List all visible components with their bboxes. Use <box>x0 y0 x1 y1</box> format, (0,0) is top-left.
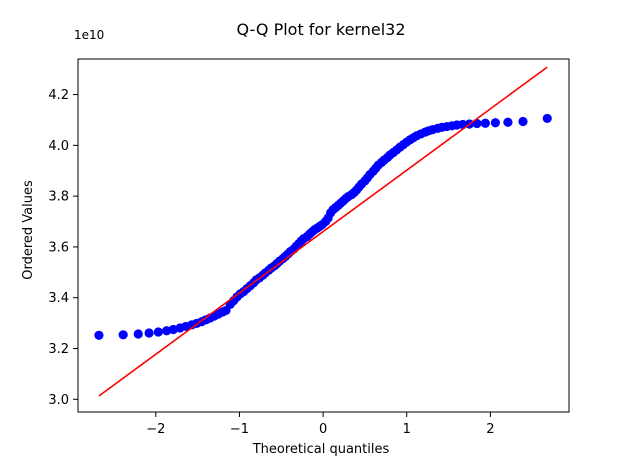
chart-title: Q-Q Plot for kernel32 <box>236 20 405 39</box>
x-tick-label: 2 <box>486 422 494 437</box>
x-tick-label: 0 <box>319 422 327 437</box>
fit-line <box>98 66 548 397</box>
y-tick-label: 3.2 <box>48 342 69 357</box>
data-point <box>153 327 163 337</box>
data-point <box>503 117 513 127</box>
data-point <box>118 330 128 340</box>
plot-background <box>78 59 569 412</box>
data-point <box>94 330 104 340</box>
data-point <box>542 113 552 124</box>
y-tick-label: 3.8 <box>48 190 69 205</box>
x-tick-label: −2 <box>146 422 165 437</box>
y-axis-offset-label: 1e10 <box>74 28 104 42</box>
x-tick-label: −1 <box>230 422 249 437</box>
y-tick-label: 4.2 <box>48 88 69 103</box>
axes: −2 −1 0 1 2 3.0 3.2 3.4 3.6 3.8 4.0 4.2 <box>48 58 570 437</box>
data-point <box>144 328 154 338</box>
plot-area <box>78 59 569 412</box>
data-point <box>518 116 528 127</box>
y-tick-label: 4.0 <box>48 139 69 154</box>
data-point <box>490 118 500 128</box>
y-tick-label: 3.4 <box>48 291 69 306</box>
data-point <box>133 329 143 339</box>
data-point <box>480 118 490 128</box>
y-axis-label: Ordered Values <box>21 180 36 280</box>
y-tick-label: 3.0 <box>48 393 69 408</box>
x-axis-label: Theoretical quantiles <box>252 442 390 457</box>
y-tick-label: 3.6 <box>48 240 69 255</box>
x-tick-label: 1 <box>403 422 411 437</box>
